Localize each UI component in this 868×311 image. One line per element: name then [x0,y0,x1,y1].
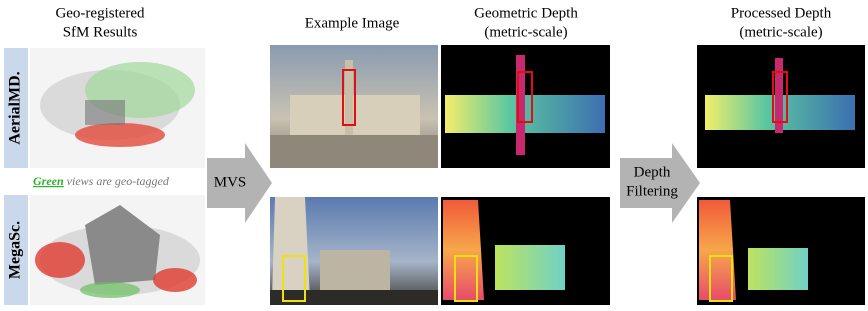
depth-map [441,45,610,168]
note-text: views are geo-tagged [64,174,170,188]
depth-map [441,197,610,305]
depth-map [697,45,865,168]
note-highlight: Green [33,174,64,188]
header: SfM Results [63,24,138,40]
header: (metric-scale) [739,24,822,40]
arrow-label: Depth [634,164,671,180]
sfm-image [30,195,205,305]
header: (metric-scale) [484,24,567,40]
arrow-label: MVS [214,174,247,190]
header: Geometric Depth [474,5,578,21]
photo [270,197,438,305]
row-label: AerialMD. [7,71,24,144]
figure: Geo-registered SfM Results Example Image… [0,0,868,311]
header: Geo-registered [55,5,145,21]
header: Processed Depth [731,5,832,21]
header: Example Image [305,15,400,31]
photo [270,45,438,168]
row-label: MegaSc. [7,221,24,279]
arrow-label: Filtering [626,183,678,199]
note: Green views are geo-tagged [33,174,170,188]
sfm-image [30,48,205,168]
depth-map [697,197,865,305]
